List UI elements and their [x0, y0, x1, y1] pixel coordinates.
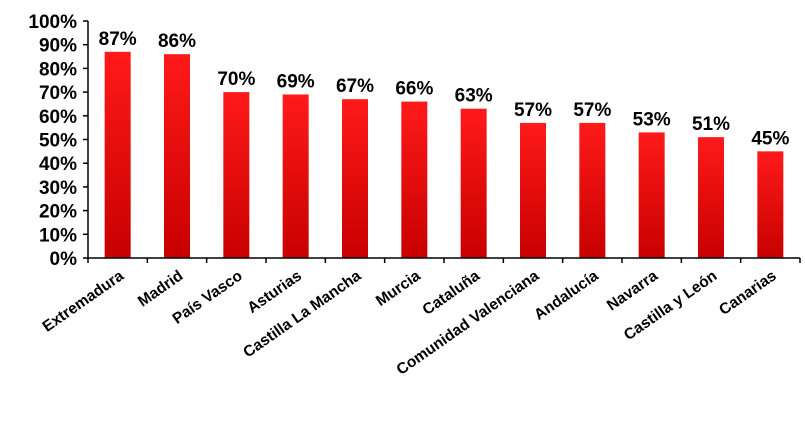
data-label: 66%: [395, 79, 433, 100]
y-tick-label: 30%: [39, 178, 77, 199]
bars: [104, 51, 784, 259]
data-label: 57%: [514, 100, 552, 121]
bar: [164, 54, 190, 259]
bar: [579, 122, 606, 258]
x-category-label: Extremadura: [40, 267, 128, 335]
bar: [401, 101, 428, 258]
bar: [460, 108, 487, 258]
y-tick-label: 60%: [39, 107, 77, 128]
bar: [757, 151, 784, 258]
y-tick-label: 0%: [50, 249, 78, 270]
bar: [342, 99, 368, 259]
bar: [698, 137, 724, 258]
y-tick-label: 50%: [39, 131, 77, 152]
y-tick-label: 100%: [28, 12, 77, 33]
x-category-label: Madrid: [135, 267, 186, 310]
bar: [282, 94, 309, 258]
data-label: 57%: [573, 100, 611, 121]
bar: [638, 132, 665, 258]
data-label: 53%: [633, 109, 671, 130]
y-tick-label: 90%: [39, 36, 77, 57]
data-label: 87%: [99, 29, 137, 50]
bar: [520, 122, 546, 258]
bar: [104, 51, 131, 259]
y-tick-label: 70%: [39, 83, 77, 104]
data-label: 51%: [692, 114, 730, 135]
y-axis: 0% 10%20% 30% 40%50% 60% 70% 80%90% 100%: [28, 12, 89, 270]
x-category-label: Andalucía: [531, 267, 602, 324]
data-label: 63%: [455, 86, 493, 107]
data-label: 67%: [336, 76, 374, 97]
y-tick-label: 80%: [39, 59, 77, 80]
data-label: 86%: [158, 31, 196, 52]
data-labels: 87% 86% 70% 69% 67% 66% 63% 57% 57% 53% 51% 45%: [99, 29, 790, 150]
bar: [223, 92, 250, 258]
data-label: 69%: [277, 71, 315, 92]
y-tick-label: 20%: [39, 202, 77, 223]
data-label: 70%: [217, 69, 255, 90]
x-category-label: Canarias: [716, 267, 779, 318]
data-label: 45%: [751, 128, 789, 149]
y-tick-label: 40%: [39, 154, 77, 175]
x-category-label: Murcia: [373, 267, 424, 310]
y-tick-label: 10%: [39, 225, 77, 246]
